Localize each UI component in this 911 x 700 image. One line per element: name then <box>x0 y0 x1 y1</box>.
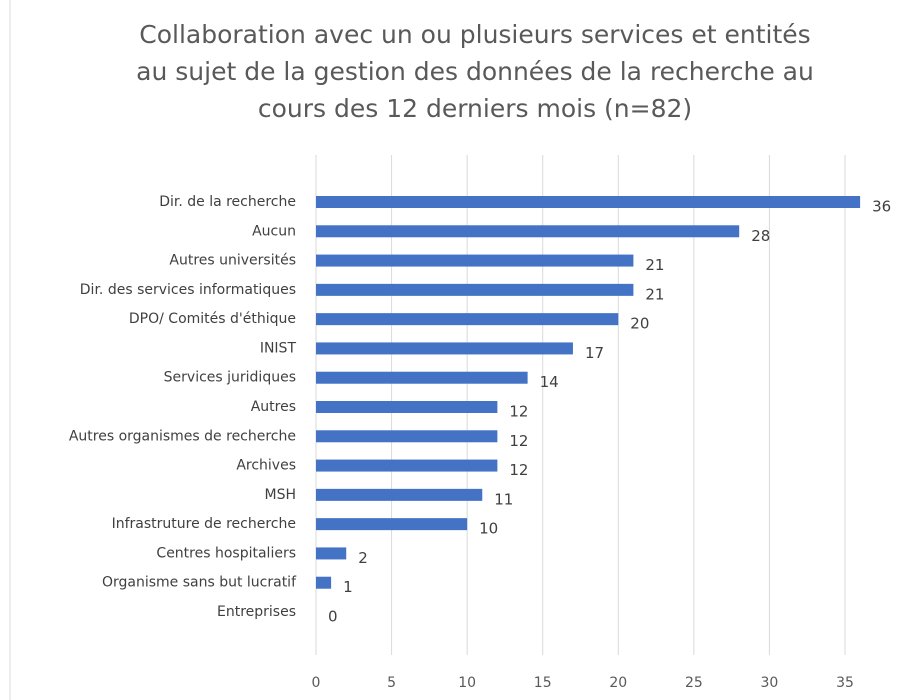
bar <box>316 401 498 413</box>
x-tick-label: 20 <box>609 675 627 691</box>
y-tick-label: Infrastruture de recherche <box>112 516 296 532</box>
x-tick-label: 30 <box>761 675 779 691</box>
bar <box>316 225 740 238</box>
x-tick-label: 0 <box>312 675 321 691</box>
y-tick-label: Dir. des services informatiques <box>80 282 296 298</box>
y-tick-label: MSH <box>265 487 297 503</box>
x-tick-label: 10 <box>458 675 476 691</box>
y-tick-label: Centres hospitaliers <box>156 545 296 561</box>
chart-title: cours des 12 derniers mois (n=82) <box>258 94 692 123</box>
bar <box>316 313 619 326</box>
data-label: 36 <box>872 198 891 216</box>
bar <box>316 430 498 443</box>
x-tick-label: 15 <box>534 675 552 691</box>
bar <box>316 283 634 296</box>
bar <box>316 371 528 384</box>
x-tick-label: 35 <box>836 675 854 691</box>
data-label: 10 <box>479 520 498 538</box>
y-tick-label: Organisme sans but lucratif <box>102 575 297 591</box>
bar <box>316 547 347 560</box>
y-tick-label: INIST <box>260 340 297 356</box>
x-tick-label: 5 <box>387 675 396 691</box>
bar <box>316 254 634 267</box>
y-tick-label: Autres universités <box>169 253 296 269</box>
data-label: 17 <box>585 344 604 362</box>
bar <box>316 488 483 501</box>
bar <box>316 342 573 355</box>
data-label: 1 <box>343 578 353 596</box>
y-tick-label: Entreprises <box>217 604 296 620</box>
data-label: 28 <box>751 227 770 245</box>
x-tick-label: 25 <box>685 675 703 691</box>
data-label: 20 <box>630 315 649 333</box>
data-label: 12 <box>509 432 528 450</box>
data-label: 12 <box>509 461 528 479</box>
y-tick-label: DPO/ Comités d'éthique <box>129 311 296 327</box>
bar <box>316 576 332 589</box>
bar <box>316 196 861 208</box>
chart-title: Collaboration avec un ou plusieurs servi… <box>139 20 810 49</box>
data-label: 12 <box>509 403 528 421</box>
data-label: 21 <box>645 256 664 274</box>
y-tick-label: Autres organismes de recherche <box>69 428 296 444</box>
y-tick-label: Dir. de la recherche <box>159 194 296 210</box>
data-label: 14 <box>540 373 559 391</box>
y-tick-label: Archives <box>236 458 296 474</box>
data-label: 11 <box>494 490 513 508</box>
bar <box>316 518 468 531</box>
data-label: 2 <box>358 549 368 567</box>
data-label: 21 <box>645 285 664 303</box>
data-label: 0 <box>328 608 338 626</box>
y-tick-label: Autres <box>251 399 296 415</box>
chart-title: au sujet de la gestion des données de la… <box>136 57 814 86</box>
y-tick-label: Aucun <box>252 223 296 239</box>
bar <box>316 459 498 472</box>
y-tick-label: Services juridiques <box>164 370 296 386</box>
